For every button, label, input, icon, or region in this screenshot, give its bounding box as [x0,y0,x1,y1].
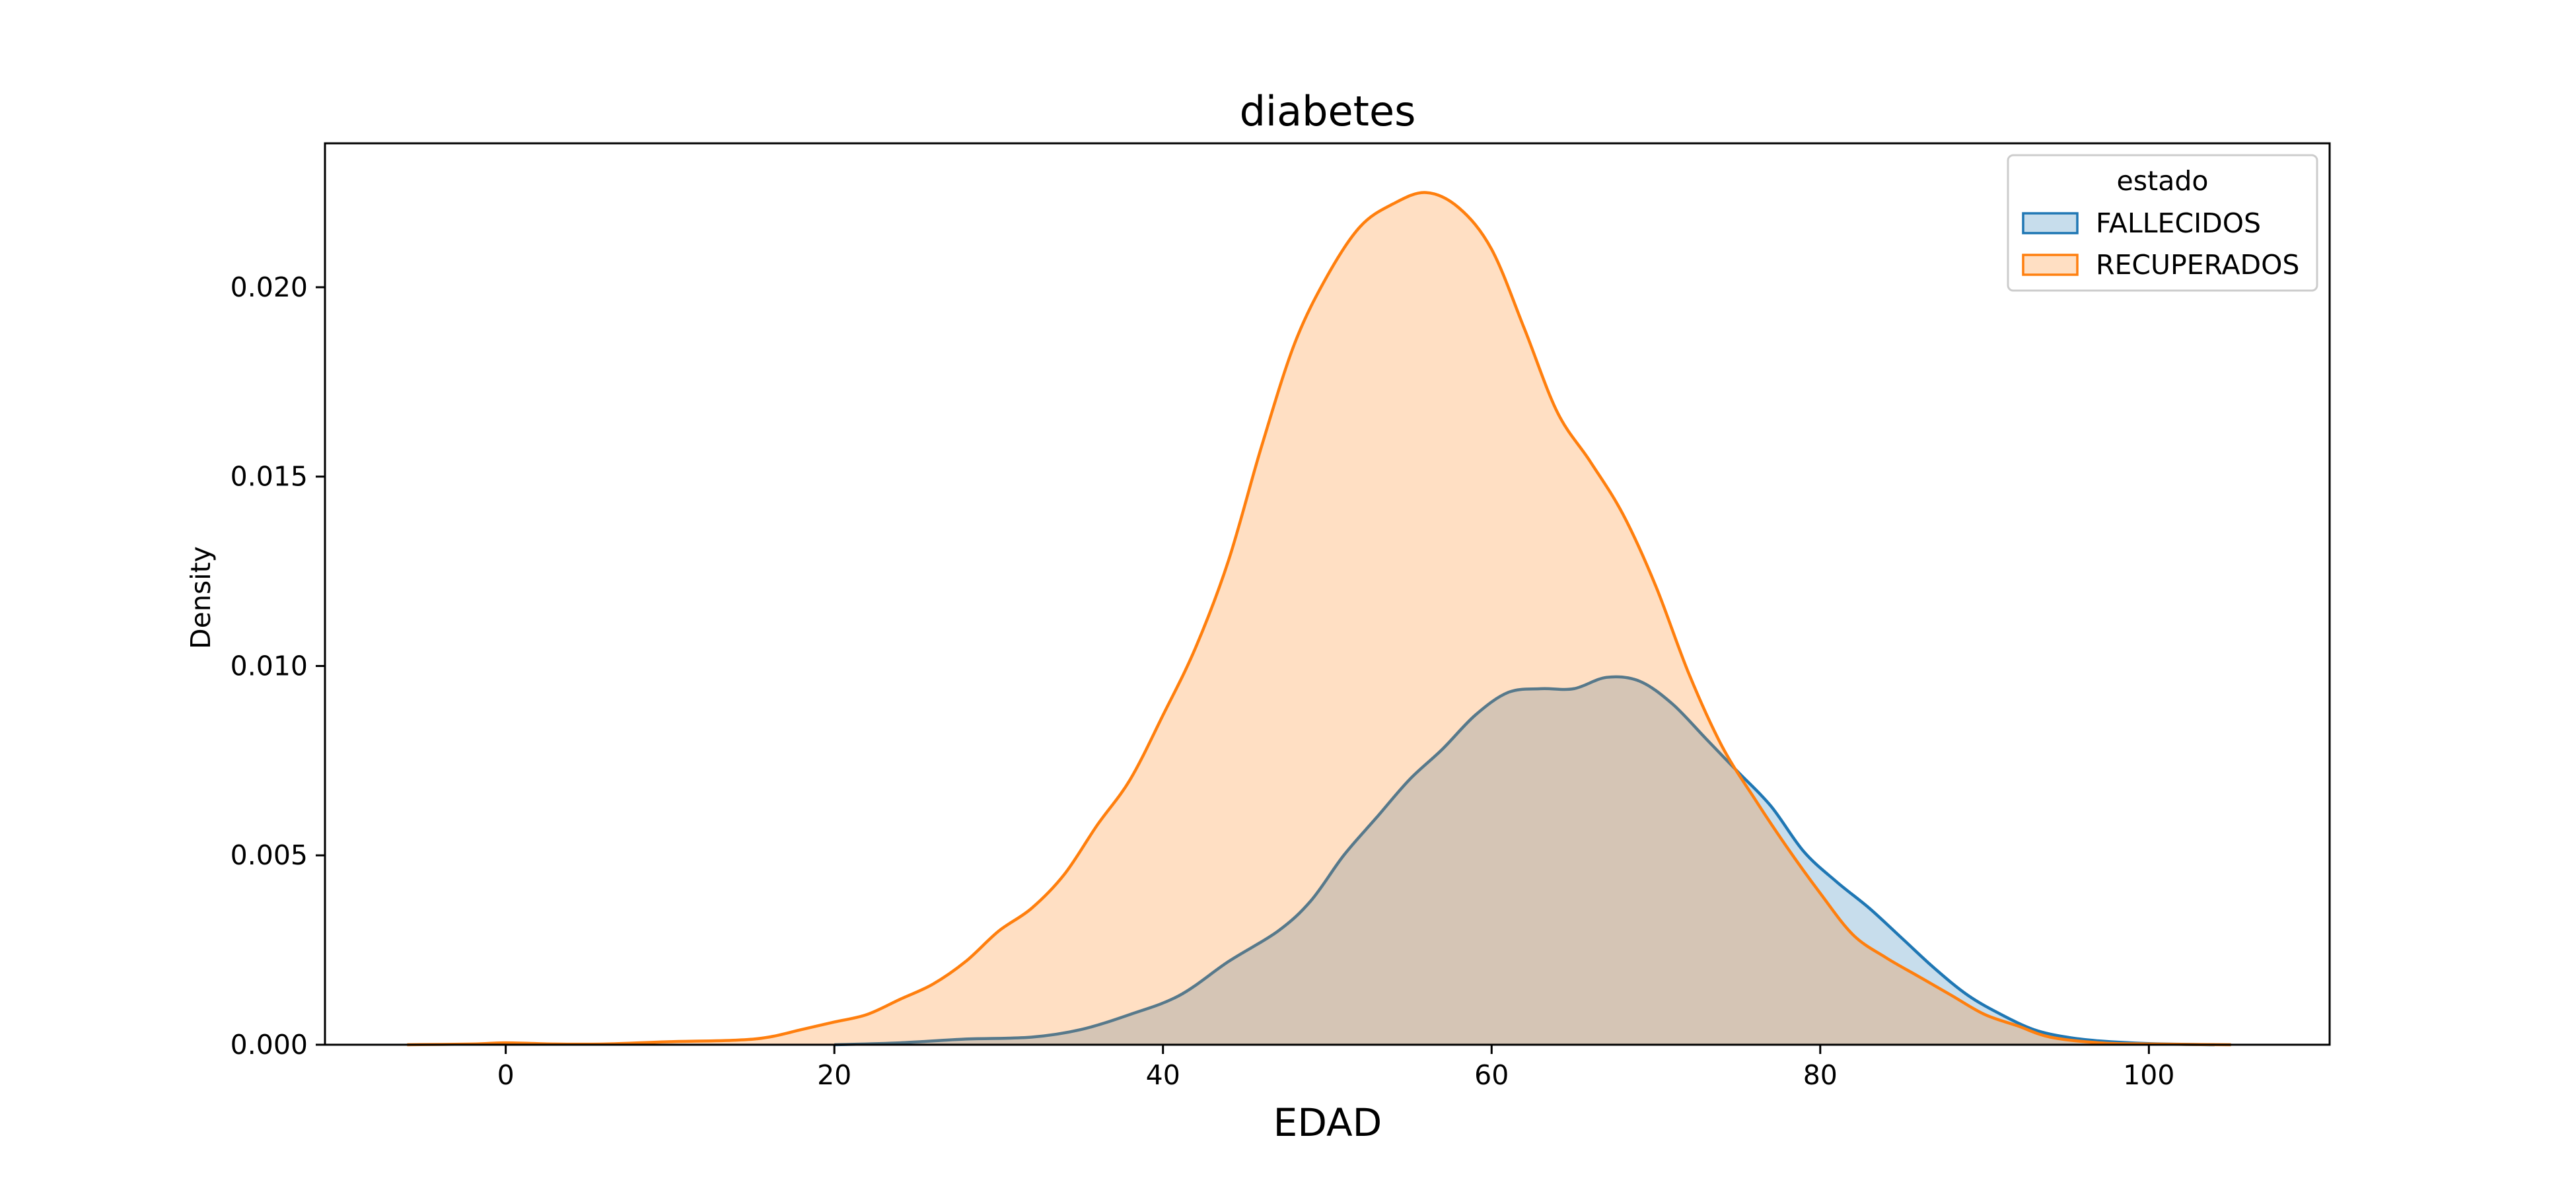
chart-title: diabetes [1240,87,1416,135]
plot-area [407,191,2231,1047]
legend-title: estado [2117,165,2209,197]
y-tick-label: 0.020 [231,271,308,303]
legend-item-recuperados: RECUPERADOS [2022,249,2299,281]
y-tick-label: 0.015 [231,461,308,493]
legend-swatch-base [2023,255,2077,275]
y-tick-label: 0.005 [231,839,308,871]
x-axis-label: EDAD [1273,1100,1382,1145]
x-tick-label: 60 [1474,1059,1509,1091]
y-axis-label: Density [185,546,217,649]
y-tick-label: 0.010 [231,650,308,682]
legend: estado FALLECIDOS RECUPERADOS [2007,154,2318,292]
x-tick-label: 20 [817,1059,851,1091]
series-line-fallecidos [834,675,2215,1047]
legend-items: FALLECIDOS RECUPERADOS [2022,207,2299,281]
series-area-fallecidos [834,676,2215,1045]
x-tick-label: 100 [2123,1059,2174,1091]
series-line-recuperados [407,191,2231,1047]
legend-swatch-base [2023,213,2077,233]
legend-item-fallecidos: FALLECIDOS [2022,207,2261,239]
axes-frame [324,142,2331,1046]
x-tick-label: 0 [497,1059,515,1091]
legend-swatch [2022,212,2079,234]
y-tick-label: 0.000 [231,1029,308,1061]
x-tick-label: 40 [1146,1059,1180,1091]
legend-label: FALLECIDOS [2096,207,2261,239]
x-tick-label: 80 [1803,1059,1838,1091]
legend-frame [2007,154,2318,292]
legend-label: RECUPERADOS [2096,249,2299,281]
axes: 0 20 40 60 80 100 0.000 0.005 0.010 0.015 0.020 [231,142,2331,1091]
legend-swatch [2022,254,2079,276]
